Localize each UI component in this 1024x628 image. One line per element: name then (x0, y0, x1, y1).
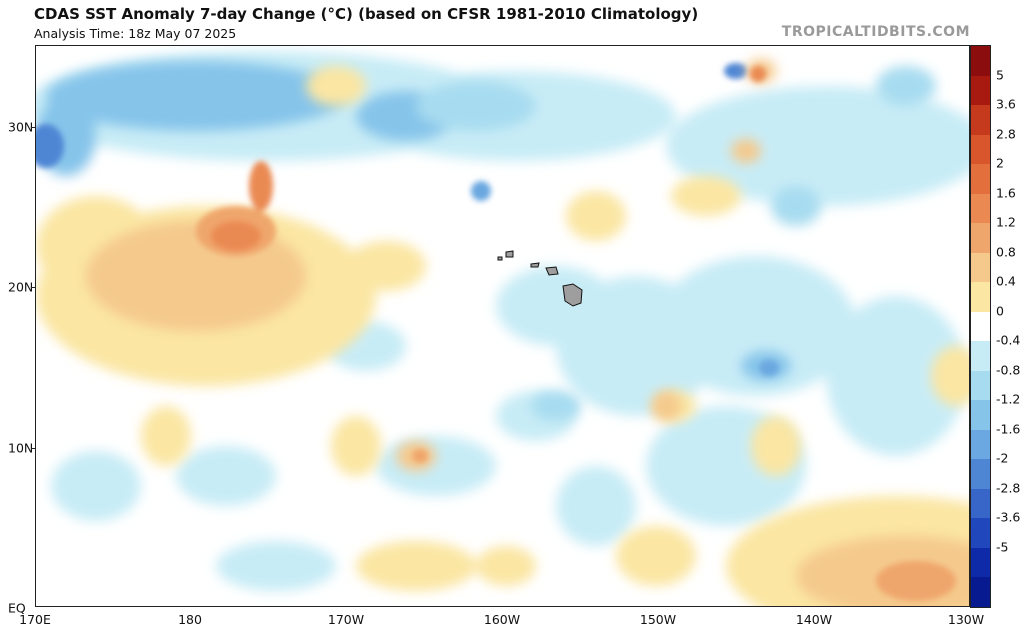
strong-cool-spots (36, 63, 779, 376)
lon-tick-140w: 140W (795, 612, 833, 627)
colorbar-label: -2.8 (996, 480, 1021, 496)
colorbar-label: -3.6 (996, 509, 1021, 525)
colorbar-label: 0.8 (996, 244, 1016, 260)
colorbar-segment (971, 252, 990, 283)
colorbar-segment (971, 488, 990, 519)
lat-tick-mark (31, 448, 35, 449)
colorbar-label: -1.6 (996, 421, 1021, 437)
colorbar-segment (971, 46, 990, 77)
colorbar-segment (971, 311, 990, 342)
lat-tick-eq: EQ (8, 600, 26, 616)
colorbar-segment (971, 370, 990, 401)
colorbar-segment (971, 400, 990, 431)
colorbar-segment (971, 282, 990, 313)
colorbar-segment (971, 341, 990, 372)
colorbar-label: 0.4 (996, 273, 1016, 289)
lat-tick-mark (31, 127, 35, 128)
island-kauai (497, 256, 503, 261)
island-hawaii (562, 283, 583, 307)
lon-tick-170e: 170E (19, 612, 51, 627)
colorbar-label: 0 (996, 303, 1004, 319)
colorbar-label: 1.2 (996, 214, 1016, 230)
colorbar-segment (971, 429, 990, 460)
colorbar-label: 3.6 (996, 96, 1016, 112)
colorbar-label: -1.2 (996, 391, 1021, 407)
lat-tick-30n: 30N (8, 119, 34, 135)
sst-anomaly-map[interactable] (35, 45, 970, 607)
island-molokai (530, 262, 540, 268)
colorbar (970, 45, 991, 608)
colorbar-segment (971, 547, 990, 578)
colorbar-label: -0.4 (996, 332, 1021, 348)
lon-tick-160w: 160W (483, 612, 521, 627)
colorbar-label: -2 (996, 450, 1009, 466)
lon-tick-150w: 150W (639, 612, 677, 627)
colorbar-segment (971, 164, 990, 195)
lon-tick-170w: 170W (327, 612, 365, 627)
map-title: CDAS SST Anomaly 7-day Change (°C) (base… (34, 5, 699, 23)
lat-tick-10n: 10N (8, 440, 34, 456)
cool-anomaly-core (36, 61, 936, 421)
lon-tick-180: 180 (178, 612, 202, 627)
brand-watermark: TROPICALTIDBITS.COM (781, 24, 970, 40)
hawaiian-islands (497, 250, 583, 307)
colorbar-segment (971, 105, 990, 136)
island-maui (545, 266, 559, 276)
colorbar-segment (971, 134, 990, 165)
lat-tick-20n: 20N (8, 279, 34, 295)
colorbar-segment (971, 223, 990, 254)
island-oahu (505, 250, 514, 258)
lon-tick-130w: 130W (947, 612, 985, 627)
colorbar-segment (971, 193, 990, 224)
analysis-time: Analysis Time: 18z May 07 2025 (34, 26, 237, 41)
colorbar-label: 2 (996, 155, 1004, 171)
lat-tick-mark (31, 287, 35, 288)
colorbar-segment (971, 459, 990, 490)
colorbar-label: 1.6 (996, 185, 1016, 201)
colorbar-segment (971, 518, 990, 549)
colorbar-label: -5 (996, 539, 1009, 555)
colorbar-label: 2.8 (996, 126, 1016, 142)
colorbar-segment (971, 577, 990, 608)
strong-warm-spots (196, 66, 956, 601)
colorbar-segment (971, 75, 990, 106)
colorbar-label: -0.8 (996, 362, 1021, 378)
map-canvas (36, 51, 969, 606)
colorbar-label: 5 (996, 67, 1004, 83)
